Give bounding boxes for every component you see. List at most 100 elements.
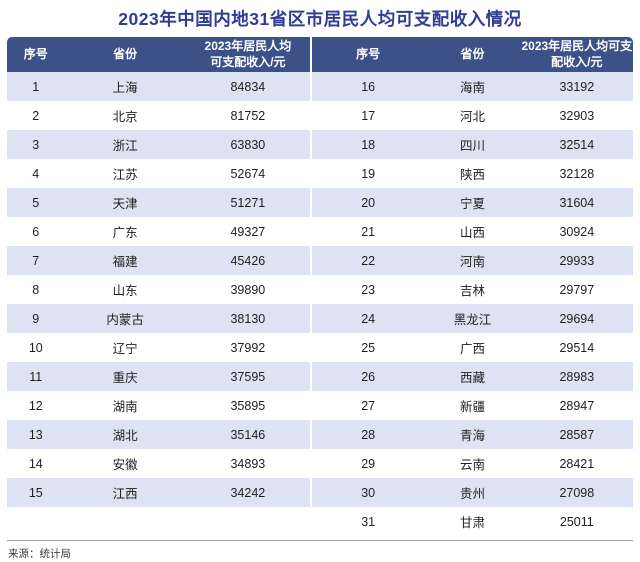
table-row: 22 河南 29933 bbox=[312, 246, 633, 275]
income-cell: 31604 bbox=[520, 188, 633, 217]
rank-cell: 8 bbox=[7, 275, 65, 304]
column-header-income-line1: 2023年居民人均 bbox=[204, 38, 292, 53]
table-row: 28 青海 28587 bbox=[312, 420, 633, 449]
income-cell: 29797 bbox=[520, 275, 633, 304]
income-cell: 33192 bbox=[520, 72, 633, 101]
column-header-province: 省份 bbox=[64, 37, 186, 72]
income-cell: 32903 bbox=[520, 101, 633, 130]
table-row: 10 辽宁 37992 bbox=[7, 333, 310, 362]
table-row: 23 吉林 29797 bbox=[312, 275, 633, 304]
rank-cell: 19 bbox=[312, 159, 425, 188]
income-cell: 27098 bbox=[520, 478, 633, 507]
income-cell: 37992 bbox=[185, 333, 310, 362]
rank-cell: 31 bbox=[312, 507, 425, 536]
province-cell: 湖北 bbox=[64, 420, 186, 449]
rank-cell: 9 bbox=[7, 304, 65, 333]
income-cell: 81752 bbox=[185, 101, 310, 130]
rank-cell: 26 bbox=[312, 362, 425, 391]
column-header-income: 2023年居民人均 可支配收入/元 bbox=[185, 37, 310, 72]
income-cell: 35146 bbox=[185, 420, 310, 449]
rank-cell: 11 bbox=[7, 362, 65, 391]
province-cell: 上海 bbox=[64, 72, 186, 101]
column-header-income-line2: 配收入/元 bbox=[551, 54, 603, 69]
income-cell: 32514 bbox=[520, 130, 633, 159]
table-row: 18 四川 32514 bbox=[312, 130, 633, 159]
table-row: 30 贵州 27098 bbox=[312, 478, 633, 507]
table-row: 13 湖北 35146 bbox=[7, 420, 310, 449]
table-row: 20 宁夏 31604 bbox=[312, 188, 633, 217]
table-row: 12 湖南 35895 bbox=[7, 391, 310, 420]
table-row: 6 广东 49327 bbox=[7, 217, 310, 246]
table-bottom-divider bbox=[7, 540, 633, 541]
income-cell: 63830 bbox=[185, 130, 310, 159]
province-cell: 北京 bbox=[64, 101, 186, 130]
table-row: 2 北京 81752 bbox=[7, 101, 310, 130]
province-cell: 山东 bbox=[64, 275, 186, 304]
income-cell: 49327 bbox=[185, 217, 310, 246]
province-cell: 山西 bbox=[424, 217, 521, 246]
income-cell: 28983 bbox=[520, 362, 633, 391]
table-row bbox=[7, 507, 310, 536]
income-table: 序号 省份 2023年居民人均 可支配收入/元 1 上海 84834 2 北京 81752… bbox=[7, 37, 633, 536]
column-header-rank: 序号 bbox=[7, 37, 65, 72]
income-cell: 45426 bbox=[185, 246, 310, 275]
rank-cell: 10 bbox=[7, 333, 65, 362]
province-cell: 陕西 bbox=[424, 159, 521, 188]
income-cell: 32128 bbox=[520, 159, 633, 188]
column-header-province: 省份 bbox=[424, 37, 521, 72]
income-cell: 39890 bbox=[185, 275, 310, 304]
income-cell: 34893 bbox=[185, 449, 310, 478]
income-cell: 28587 bbox=[520, 420, 633, 449]
rank-cell: 17 bbox=[312, 101, 425, 130]
table-row: 24 黑龙江 29694 bbox=[312, 304, 633, 333]
table-row: 25 广西 29514 bbox=[312, 333, 633, 362]
rank-cell: 28 bbox=[312, 420, 425, 449]
province-cell: 黑龙江 bbox=[424, 304, 521, 333]
rank-cell: 14 bbox=[7, 449, 65, 478]
rank-cell: 21 bbox=[312, 217, 425, 246]
province-cell: 江苏 bbox=[64, 159, 186, 188]
province-cell: 湖南 bbox=[64, 391, 186, 420]
province-cell: 浙江 bbox=[64, 130, 186, 159]
rank-cell: 4 bbox=[7, 159, 65, 188]
rank-cell: 7 bbox=[7, 246, 65, 275]
column-header-income-line1: 2023年居民人均可支 bbox=[521, 38, 633, 53]
table-header-row: 序号 省份 2023年居民人均可支 配收入/元 bbox=[312, 37, 633, 72]
income-cell: 28421 bbox=[520, 449, 633, 478]
income-table-right-half: 序号 省份 2023年居民人均可支 配收入/元 16 海南 33192 17 河北 329… bbox=[312, 37, 633, 536]
table-row: 16 海南 33192 bbox=[312, 72, 633, 101]
table-row: 27 新疆 28947 bbox=[312, 391, 633, 420]
table-row: 26 西藏 28983 bbox=[312, 362, 633, 391]
rank-cell: 5 bbox=[7, 188, 65, 217]
rank-cell: 12 bbox=[7, 391, 65, 420]
income-cell: 84834 bbox=[185, 72, 310, 101]
province-cell: 贵州 bbox=[424, 478, 521, 507]
rank-cell: 30 bbox=[312, 478, 425, 507]
income-cell: 30924 bbox=[520, 217, 633, 246]
table-row: 4 江苏 52674 bbox=[7, 159, 310, 188]
province-cell: 河南 bbox=[424, 246, 521, 275]
province-cell: 天津 bbox=[64, 188, 186, 217]
table-row: 21 山西 30924 bbox=[312, 217, 633, 246]
table-row: 3 浙江 63830 bbox=[7, 130, 310, 159]
rank-cell: 18 bbox=[312, 130, 425, 159]
rank-cell: 3 bbox=[7, 130, 65, 159]
province-cell: 四川 bbox=[424, 130, 521, 159]
rank-cell: 22 bbox=[312, 246, 425, 275]
rank-cell: 15 bbox=[7, 478, 65, 507]
province-cell: 甘肃 bbox=[424, 507, 521, 536]
rank-cell: 29 bbox=[312, 449, 425, 478]
province-cell: 云南 bbox=[424, 449, 521, 478]
income-cell: 28947 bbox=[520, 391, 633, 420]
rank-cell: 27 bbox=[312, 391, 425, 420]
income-cell: 29933 bbox=[520, 246, 633, 275]
province-cell: 新疆 bbox=[424, 391, 521, 420]
income-cell bbox=[185, 507, 310, 536]
table-row: 19 陕西 32128 bbox=[312, 159, 633, 188]
income-cell: 29694 bbox=[520, 304, 633, 333]
rank-cell: 13 bbox=[7, 420, 65, 449]
income-cell: 29514 bbox=[520, 333, 633, 362]
province-cell: 河北 bbox=[424, 101, 521, 130]
page-title: 2023年中国内地31省区市居民人均可支配收入情况 bbox=[118, 9, 522, 29]
province-cell: 宁夏 bbox=[424, 188, 521, 217]
